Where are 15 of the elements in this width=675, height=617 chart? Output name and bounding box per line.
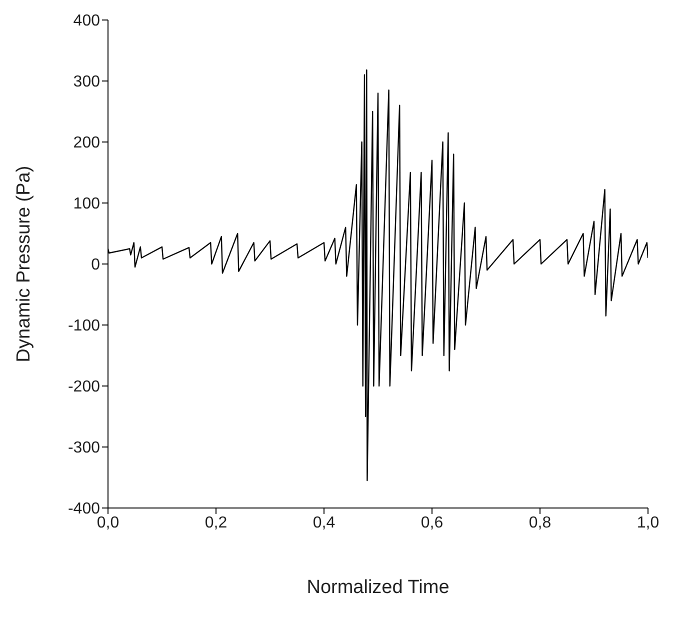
x-tick-label: 0,6 bbox=[420, 514, 444, 532]
x-tick-label: 0,4 bbox=[312, 514, 336, 532]
x-tick-label: 0,8 bbox=[528, 514, 552, 532]
x-tick-label: 1,0 bbox=[636, 514, 660, 532]
y-tick-label: -100 bbox=[68, 318, 100, 335]
y-tick-label: 200 bbox=[73, 134, 100, 152]
y-tick-label: 300 bbox=[73, 74, 100, 91]
y-tick-label: 400 bbox=[73, 12, 100, 30]
y-axis-title: Dynamic Pressure (Pa) bbox=[14, 166, 35, 362]
y-tick-label: -200 bbox=[68, 378, 100, 396]
x-tick-label: 0,2 bbox=[204, 514, 228, 532]
x-axis-title: Normalized Time bbox=[306, 577, 450, 598]
y-tick-label: -300 bbox=[68, 440, 100, 457]
y-tick-label: 0 bbox=[91, 256, 100, 274]
y-tick-label: 100 bbox=[73, 196, 100, 213]
